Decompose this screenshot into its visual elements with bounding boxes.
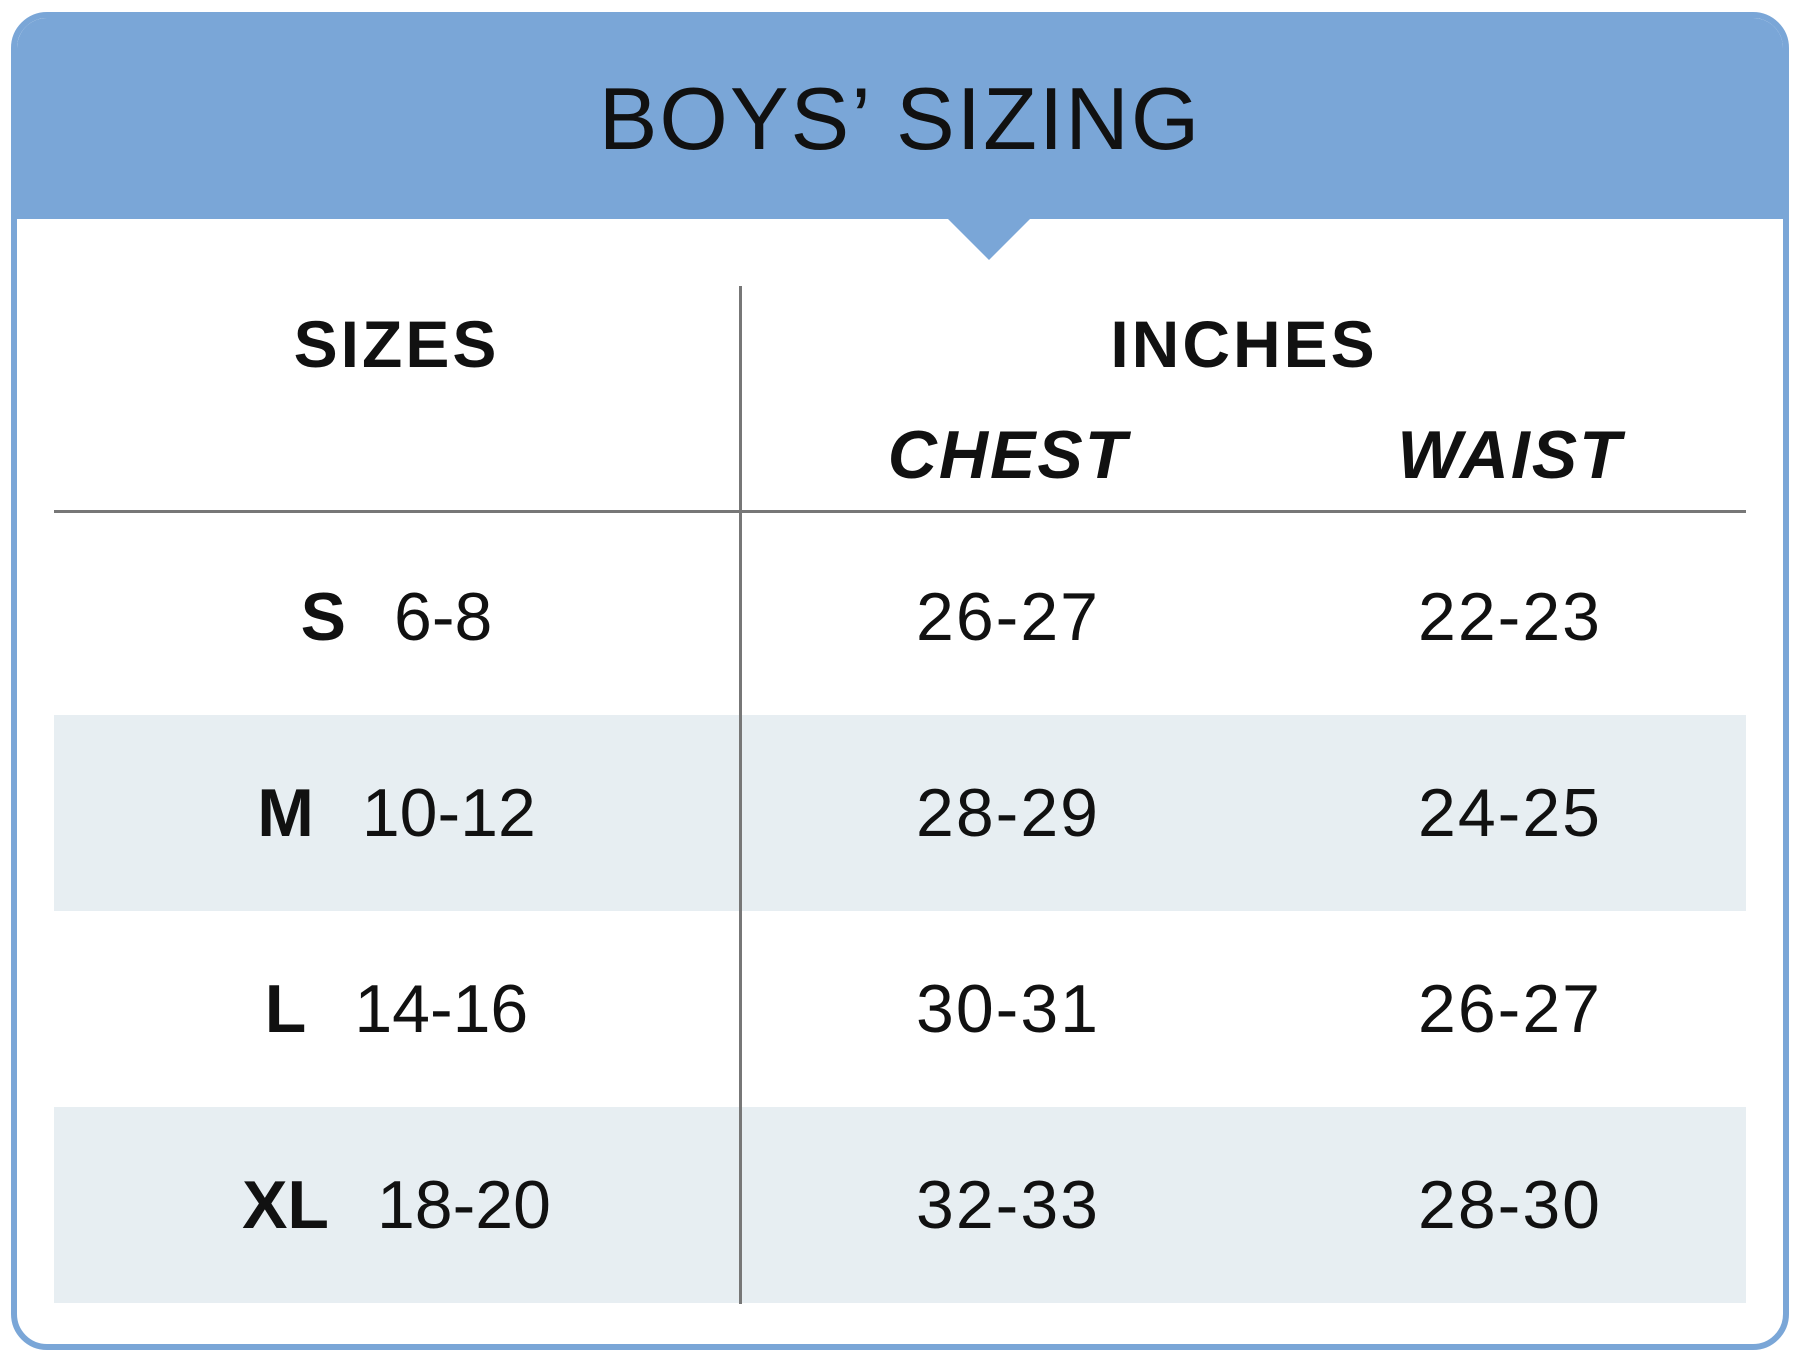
size-table: SIZES INCHES CHEST WAIST S 6-8 26-27 22-2… [17, 18, 1783, 1344]
chest-value: 30-31 [916, 971, 1100, 1047]
chest-value: 32-33 [916, 1167, 1100, 1243]
size-range: 6-8 [394, 579, 493, 655]
chart-title: BOYS’ SIZING [598, 69, 1202, 168]
header-sizes: SIZES [293, 307, 500, 381]
row-band-m [54, 715, 1746, 911]
size-range: 18-20 [376, 1167, 551, 1243]
column-divider [739, 286, 742, 1304]
size-range: 14-16 [354, 971, 529, 1047]
waist-value: 26-27 [1418, 971, 1602, 1047]
header-chest: CHEST [887, 417, 1129, 493]
size-code: M [257, 775, 314, 851]
chest-value: 26-27 [916, 579, 1100, 655]
header-divider [54, 510, 1746, 513]
row-band-xl [54, 1107, 1746, 1303]
header-bar: BOYS’ SIZING [17, 18, 1783, 219]
waist-value: 24-25 [1418, 775, 1602, 851]
size-code: XL [242, 1167, 329, 1243]
waist-value: 22-23 [1418, 579, 1602, 655]
chest-value: 28-29 [916, 775, 1100, 851]
header-pointer [947, 218, 1031, 260]
table-row-size: M 10-12 [54, 774, 739, 852]
size-code: S [300, 579, 347, 655]
table-row-size: L 14-16 [54, 970, 739, 1048]
size-code: L [264, 971, 307, 1047]
header-inches: INCHES [1110, 307, 1378, 381]
table-row-size: XL 18-20 [54, 1166, 739, 1244]
table-row-size: S 6-8 [54, 578, 739, 656]
waist-value: 28-30 [1418, 1167, 1602, 1243]
header-waist: WAIST [1397, 417, 1623, 493]
size-range: 10-12 [361, 775, 536, 851]
